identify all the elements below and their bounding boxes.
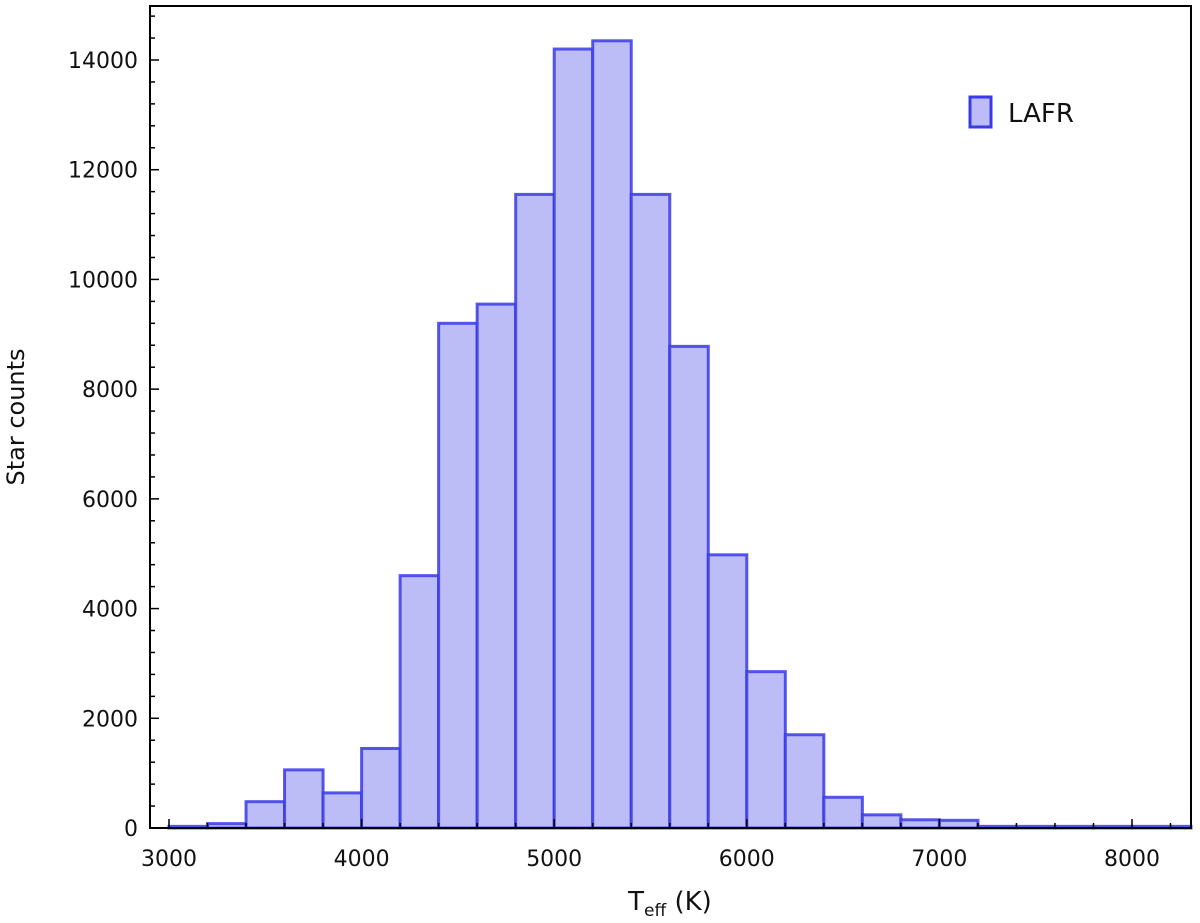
legend: LAFR	[968, 95, 1074, 129]
x-axis-title-main: T	[627, 887, 644, 917]
y-tick-label: 0	[124, 817, 138, 842]
histogram-bar	[283, 768, 325, 830]
x-axis-title: Teff (K)	[627, 887, 712, 921]
x-axis-title-subscript: eff	[644, 901, 667, 921]
x-tick-label: 7000	[911, 847, 967, 872]
histogram-bar	[591, 39, 633, 830]
x-tick-label: 5000	[526, 847, 582, 872]
legend-label-lafr: LAFR	[1008, 99, 1074, 129]
y-axis-title: Star counts	[2, 348, 30, 485]
histogram-bar	[552, 47, 595, 830]
y-tick-label: 12000	[68, 159, 138, 184]
histogram-bar	[668, 344, 710, 830]
y-tick-label: 8000	[82, 378, 138, 403]
y-tick-label: 6000	[82, 488, 138, 513]
y-tick-label: 2000	[82, 707, 138, 732]
histogram-bar	[398, 574, 441, 830]
x-axis-ticks: 3000 4000 5000 6000 7000 8000	[141, 819, 1172, 872]
x-tick-label: 4000	[334, 847, 390, 872]
histogram-bar	[244, 800, 287, 830]
histogram-bar	[706, 553, 749, 830]
histogram-bar	[860, 813, 903, 830]
histogram-bar	[629, 192, 672, 830]
x-tick-label: 3000	[141, 847, 197, 872]
histogram-bars	[167, 39, 1193, 830]
y-axis-ticks: 0 2000 4000 6000 8000 10000 12000 14000	[68, 15, 159, 842]
histogram-bar	[437, 321, 479, 830]
y-tick-label: 14000	[68, 49, 138, 74]
histogram-bar	[822, 795, 864, 830]
histogram-bar	[321, 791, 364, 830]
histogram-bar	[360, 746, 402, 830]
histogram-bar	[937, 818, 980, 830]
y-tick-label: 10000	[68, 268, 138, 293]
y-tick-label: 4000	[82, 598, 138, 623]
histogram-bar	[745, 670, 787, 830]
plot-frame	[149, 5, 1192, 829]
histogram-bar	[514, 192, 556, 830]
x-tick-label: 6000	[719, 847, 775, 872]
histogram-bar	[475, 302, 518, 830]
histogram-bar	[783, 733, 826, 830]
histogram-bar	[899, 818, 941, 830]
x-tick-label: 8000	[1104, 847, 1160, 872]
legend-swatch-lafr	[968, 95, 993, 129]
x-axis-title-unit: (K)	[666, 887, 712, 917]
